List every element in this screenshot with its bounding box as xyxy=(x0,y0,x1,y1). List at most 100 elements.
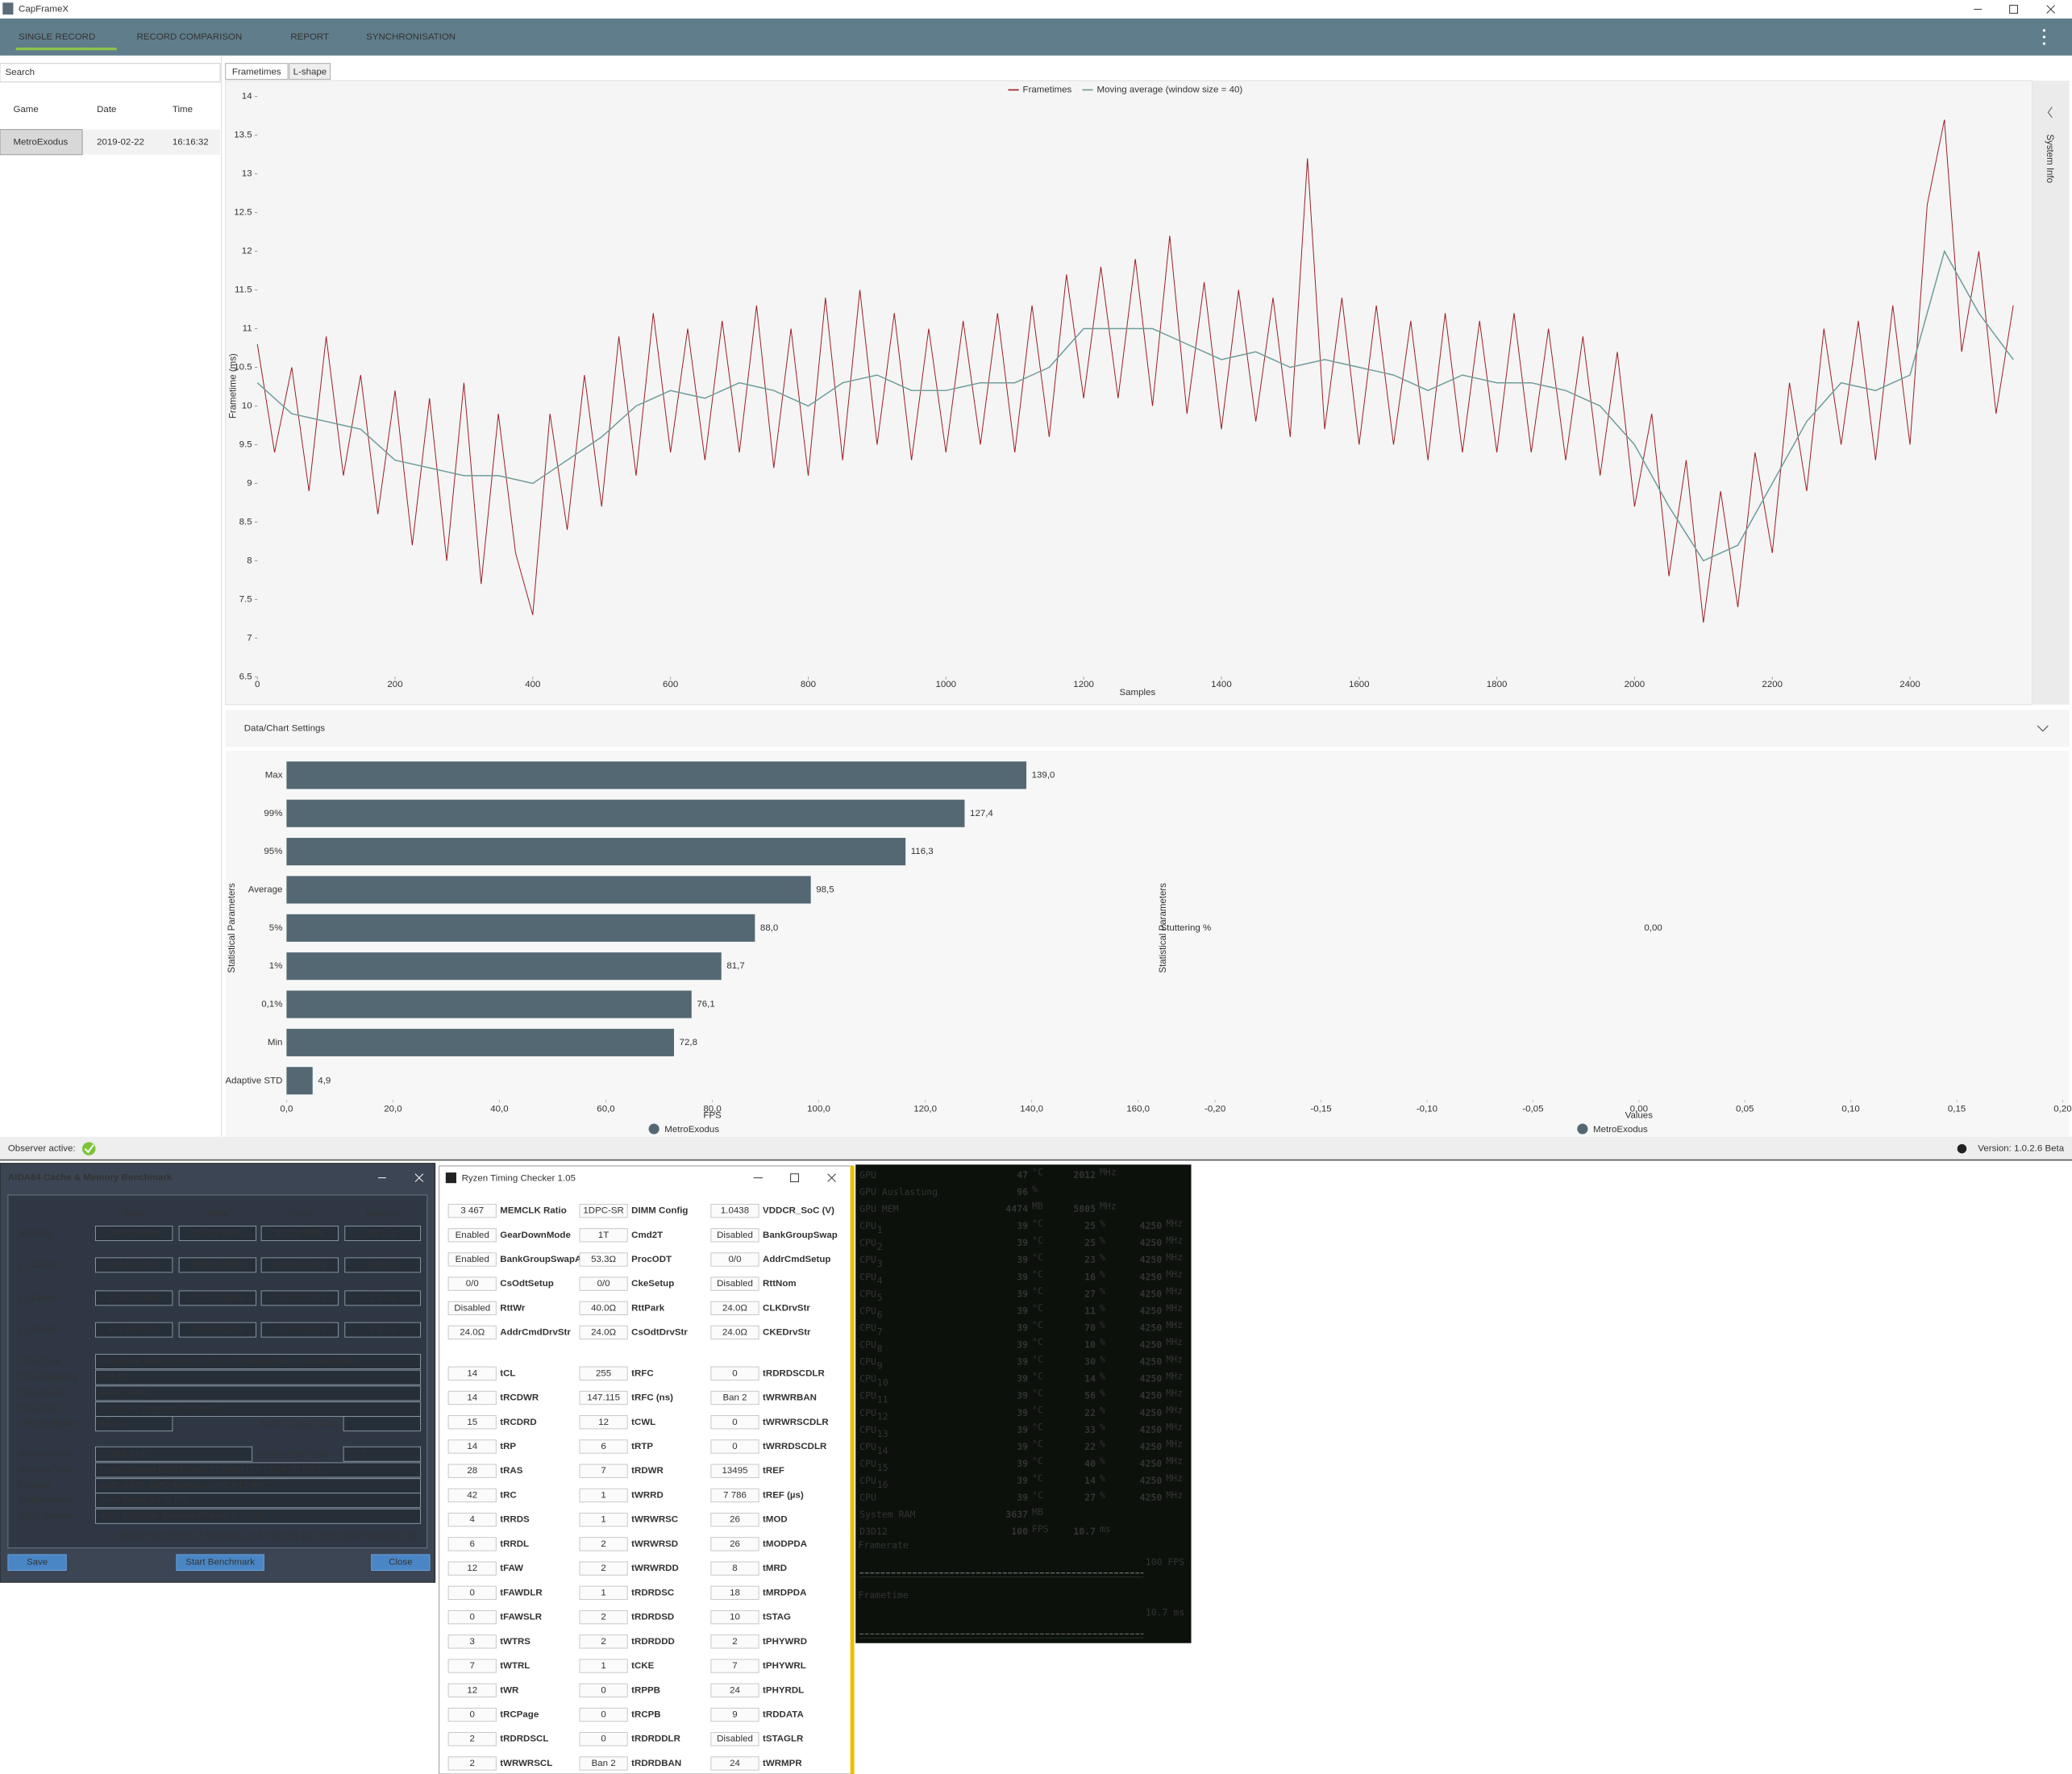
ryzen-field xyxy=(447,1683,497,1697)
ryzen-value: 7 786 xyxy=(723,1490,747,1500)
legend-label: MetroExodus xyxy=(664,1125,719,1135)
aida-button[interactable] xyxy=(176,1554,264,1572)
search-box[interactable] xyxy=(0,63,221,83)
y-tick-label: 13 xyxy=(242,169,252,179)
side-chevron[interactable] xyxy=(2047,106,2053,119)
ryzen-label: tMOD xyxy=(763,1515,788,1525)
osd-unit: °C xyxy=(1032,1370,1043,1381)
ryzen-value: 2 xyxy=(470,1734,475,1744)
aida-field xyxy=(94,1257,173,1273)
ryzen-field xyxy=(447,1561,497,1576)
osd-subscript: 10 xyxy=(877,1377,888,1389)
x-tick-label: -0,05 xyxy=(1522,1104,1543,1114)
osd-unit: MHz xyxy=(1166,1472,1183,1484)
osd-value: 2012 xyxy=(1073,1169,1096,1181)
value-label: 116,3 xyxy=(911,847,934,856)
osd-unit: % xyxy=(1100,1319,1105,1330)
menu-tab[interactable]: SYNCHRONISATION xyxy=(366,32,456,42)
aida-value: 441.69 GB/s xyxy=(108,1325,160,1335)
aida-field xyxy=(94,1385,422,1401)
menu-tab[interactable]: RECORD COMPARISON xyxy=(136,32,242,42)
osd-value: 70 xyxy=(1084,1322,1096,1333)
osd-unit: °C xyxy=(1032,1251,1043,1263)
ryzen-value: 24 xyxy=(730,1685,740,1695)
osd-unit: % xyxy=(1100,1455,1105,1467)
aida-button[interactable] xyxy=(7,1554,67,1572)
ryzen-value: 12 xyxy=(467,1685,477,1695)
osd-label: CPU xyxy=(859,1271,876,1282)
ryzen-label: tWRWRDD xyxy=(631,1564,679,1573)
aida-button-label[interactable]: Save xyxy=(27,1558,48,1568)
category-label: Adaptive STD xyxy=(225,1076,282,1085)
ryzen-field xyxy=(447,1610,497,1625)
menu-tab[interactable]: REPORT xyxy=(290,32,329,42)
ryzen-label: tMRD xyxy=(763,1564,787,1573)
ryzen-field xyxy=(579,1203,628,1218)
osd-value: 96 xyxy=(1017,1186,1028,1197)
ryzen-field xyxy=(579,1464,628,1478)
ryzen-value: 14 xyxy=(467,1368,477,1378)
series-line xyxy=(256,249,2014,562)
settings-chevron[interactable] xyxy=(2037,725,2049,732)
osd-label: CPU xyxy=(859,1305,876,1316)
osd-value: 4250 xyxy=(1140,1407,1163,1418)
aida-info-value: 4207 (AGESA: PinnaclePl-AM4 1.0.0.6) xyxy=(99,1511,263,1521)
ryzen-field xyxy=(710,1756,759,1771)
ryzen-label: tRDRDDLR xyxy=(631,1734,680,1744)
aida-value: 8.8 ns xyxy=(370,1325,396,1335)
osd-value: 11 xyxy=(1084,1305,1096,1316)
y-tick-label: 7.5 xyxy=(239,594,252,604)
observer-icon xyxy=(82,1142,96,1156)
menu-dot[interactable] xyxy=(2042,42,2046,45)
aida-button[interactable] xyxy=(371,1554,431,1572)
y-tick-label: 11 xyxy=(243,324,252,334)
side-tab[interactable]: System Info xyxy=(2045,134,2054,183)
aida-field xyxy=(94,1226,173,1242)
aida-info-label: CPU Type xyxy=(19,1357,60,1367)
maximize[interactable] xyxy=(2009,5,2019,14)
ryzen-field xyxy=(579,1537,628,1551)
ryzen-field xyxy=(447,1512,497,1527)
ryzen-value: 7 xyxy=(470,1661,475,1671)
aida-value: 922.87 GB/s xyxy=(274,1293,326,1303)
osd-label: CPU xyxy=(859,1356,876,1368)
osd-value: 39 xyxy=(1017,1356,1028,1368)
menu-dot[interactable] xyxy=(2042,29,2046,32)
x-tick-label: 1400 xyxy=(1211,680,1232,689)
ryzen-value: 0 xyxy=(470,1613,475,1622)
ryzen-label: tRAS xyxy=(500,1466,522,1476)
osd-value: 14 xyxy=(1084,1373,1096,1385)
aida-button-label[interactable]: Close xyxy=(389,1558,412,1568)
menu-tab[interactable]: SINGLE RECORD xyxy=(19,32,95,42)
y-axis-title: Frametime (ms) xyxy=(229,353,239,419)
ryzen-field xyxy=(710,1252,759,1267)
ryzen-max[interactable] xyxy=(790,1173,799,1183)
osd-unit: % xyxy=(1100,1268,1105,1280)
x-tick-label: 1000 xyxy=(935,680,956,689)
osd-label: CPU xyxy=(859,1237,876,1248)
osd-value: 39 xyxy=(1017,1322,1028,1333)
ryzen-field xyxy=(710,1276,759,1291)
settings-title[interactable]: Data/Chart Settings xyxy=(244,723,326,733)
osd-unit: % xyxy=(1100,1285,1105,1297)
osd-value: 100 xyxy=(1011,1526,1028,1537)
aida-field xyxy=(344,1226,422,1242)
ryzen-field xyxy=(579,1732,628,1747)
menu-dot[interactable] xyxy=(2042,35,2046,39)
ryzen-value: 24.0Ω xyxy=(460,1328,485,1338)
ryzen-value: 0 xyxy=(601,1710,605,1720)
aida-button-label[interactable]: Start Benchmark xyxy=(185,1558,255,1568)
ryzen-value: 0 xyxy=(732,1418,737,1427)
ryzen-field xyxy=(710,1390,759,1405)
osd-value: 27 xyxy=(1084,1288,1096,1299)
aida-value: 433.53 GB/s xyxy=(274,1325,326,1335)
x-tick-label: 0,20 xyxy=(2053,1104,2071,1114)
tab-frametimes[interactable] xyxy=(225,63,289,80)
osd-value: 4250 xyxy=(1140,1305,1163,1316)
y-axis-title: Statistical Parameters xyxy=(1159,883,1168,973)
ryzen-field xyxy=(710,1732,759,1747)
aida-x2 xyxy=(414,1173,424,1182)
osd-label: CPU xyxy=(859,1458,876,1469)
tab-lshape[interactable] xyxy=(289,63,331,80)
